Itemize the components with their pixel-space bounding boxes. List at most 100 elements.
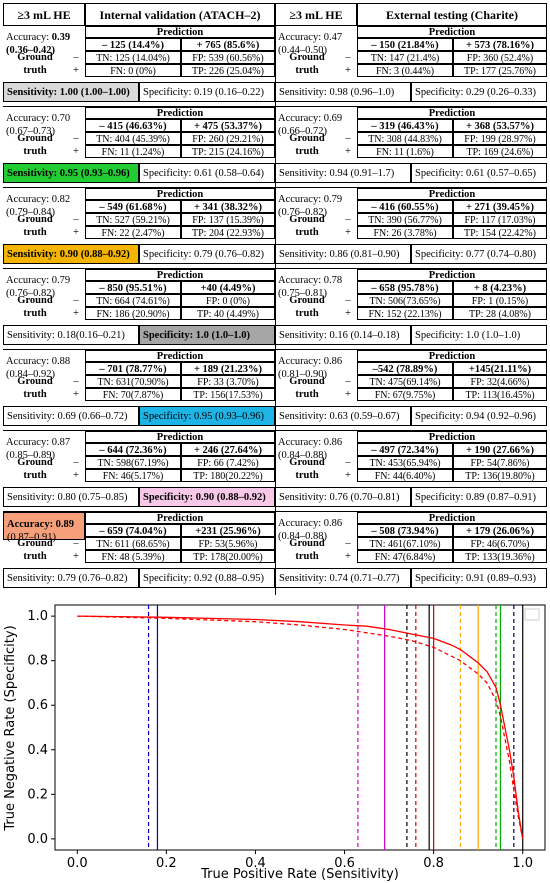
- accuracy-label: Accuracy: 0.47: [278, 32, 343, 43]
- accuracy-ci: (0.81–0.90): [278, 369, 327, 380]
- y-axis-label: True Negative Rate (Specificity): [3, 625, 18, 831]
- plus-sign: +: [345, 146, 351, 157]
- sensitivity-cell: Sensitivity: 0.94 (0.91–1.7): [275, 163, 411, 183]
- accuracy-cell: Accuracy: 0.86 (0.84–0.88): [275, 512, 357, 568]
- prediction-header: Prediction: [357, 350, 547, 362]
- false-positive: FP: 260 (29.21%): [181, 132, 275, 145]
- minus-sign: –: [345, 457, 351, 468]
- specificity-cell: Specificity: 0.95 (0.93–0.96): [139, 406, 275, 426]
- false-positive: FP: 66 (7.42%): [181, 456, 275, 469]
- ground-truth-label: Ground truth: [3, 51, 67, 77]
- y-tick-label: 1.0: [27, 609, 48, 624]
- predicted-negative: – 497 (72.34%): [357, 443, 453, 456]
- accuracy-label: Accuracy: 0.88: [6, 356, 71, 367]
- predicted-negative: – 508 (73.94%): [357, 524, 453, 537]
- prediction-header: Prediction: [357, 107, 547, 119]
- prediction-header: Prediction: [85, 512, 275, 524]
- predicted-positive: + 246 (27.64%): [181, 443, 275, 456]
- accuracy-label: Accuracy: 0.89: [7, 519, 75, 530]
- accuracy-ci: (0.79–0.84): [6, 207, 55, 218]
- ground-truth-label: Ground truth: [275, 294, 339, 320]
- accuracy-label: Accuracy:: [6, 32, 50, 43]
- true-negative: TN: 390 (56.77%): [357, 213, 453, 226]
- false-positive: FP: 539 (60.56%): [181, 51, 275, 64]
- metrics-row: Sensitivity: 0.95 (0.93–0.96) Specificity…: [3, 163, 275, 183]
- accuracy-ci: (0.84–0.88): [278, 450, 327, 461]
- confusion-matrix: Prediction – 416 (60.55%) + 271 (39.45%) TN…: [357, 188, 547, 244]
- true-positive: TP: 40 (4.49%): [181, 307, 275, 320]
- plus-sign: +: [73, 470, 79, 481]
- accuracy-label: Accuracy: 0.79: [278, 194, 343, 205]
- internal-block: Accuracy: 0.79 (0.76–0.82) Ground truth – + Pr…: [3, 269, 275, 349]
- true-positive: TP: 215 (24.16%): [181, 145, 275, 158]
- prediction-header: Prediction: [85, 431, 275, 443]
- x-tick-label: 1.0: [512, 856, 533, 871]
- accuracy-cell: Accuracy: 0.70 (0.67–0.73): [3, 107, 85, 163]
- internal-block: Accuracy: 0.88 (0.84–0.92) Ground truth – + Pr…: [3, 350, 275, 430]
- false-positive: FP: 137 (15.39%): [181, 213, 275, 226]
- predicted-positive: +231 (25.96%): [181, 524, 275, 537]
- ground-truth-label: Ground truth: [275, 51, 339, 77]
- predicted-positive: + 190 (27.66%): [453, 443, 547, 456]
- x-ticks: 0.0 0.2 0.4 0.6 0.8 1.0: [67, 850, 533, 871]
- x-tick-label: 0.6: [334, 856, 355, 871]
- true-negative: TN: 631(70.90%): [85, 375, 181, 388]
- plus-sign: +: [73, 65, 79, 76]
- true-positive: TP: 178(20.00%): [181, 550, 275, 563]
- accuracy-ci: (0.67–0.73): [6, 126, 55, 137]
- minus-sign: –: [345, 295, 351, 306]
- ground-truth-label: Ground truth: [275, 537, 339, 563]
- false-positive: FP: 199 (28.97%): [453, 132, 547, 145]
- sensitivity-cell: Sensitivity: 1.00 (1.00–1.00): [3, 82, 139, 102]
- ground-label: Ground: [17, 214, 53, 225]
- truth-label: truth: [295, 227, 319, 238]
- true-positive: TP: 113(16.45%): [453, 388, 547, 401]
- y-tick-label: 0.4: [27, 743, 48, 758]
- ground-label: Ground: [289, 133, 325, 144]
- false-negative: FN: 70(7.87%): [85, 388, 181, 401]
- true-negative: TN: 461(67.10%): [357, 537, 453, 550]
- ground-truth-label: Ground truth: [3, 213, 67, 239]
- true-negative: TN: 664 (74.61%): [85, 294, 181, 307]
- sensitivity-cell: Sensitivity: 0.76 (0.70–0.81): [275, 487, 411, 507]
- sensitivity-cell: Sensitivity: 0.86 (0.81–0.90): [275, 244, 411, 264]
- specificity-cell: Specificity: 0.92 (0.88–0.95): [139, 568, 275, 588]
- sensitivity-cell: Sensitivity: 0.18(0.16–0.21): [3, 325, 139, 345]
- true-positive: TP: 180(20.22%): [181, 469, 275, 482]
- confusion-matrix: Prediction – 658 (95.78%) + 8 (4.23%) TN: 5…: [357, 269, 547, 325]
- left-threshold-header: ≥3 mL HE: [3, 3, 85, 26]
- specificity-cell: Specificity: 1.0 (1.0–1.0): [411, 325, 547, 345]
- metrics-row: Sensitivity: 0.63 (0.59–0.67) Specificity…: [275, 406, 547, 426]
- accuracy-cell: Accuracy: 0.88 (0.84–0.92): [3, 350, 85, 406]
- truth-label: truth: [23, 389, 47, 400]
- predicted-negative: – 549 (61.68%): [85, 200, 181, 213]
- sensitivity-cell: Sensitivity: 0.98 (0.96–1.0): [275, 82, 411, 102]
- internal-block: Accuracy: 0.39 (0.36–0.42) Ground truth – + Pr…: [3, 26, 275, 106]
- true-positive: TP: 133(19.36%): [453, 550, 547, 563]
- plus-sign: +: [73, 389, 79, 400]
- minus-sign: –: [345, 52, 351, 63]
- false-positive: FP: 54(7.86%): [453, 456, 547, 469]
- specificity-cell: Specificity: 0.19 (0.16–0.22): [139, 82, 275, 102]
- y-tick-label: 0.6: [27, 698, 48, 713]
- prediction-header: Prediction: [357, 26, 547, 38]
- ground-label: Ground: [17, 133, 53, 144]
- predicted-negative: – 319 (46.43%): [357, 119, 453, 132]
- accuracy-label: Accuracy: 0.78: [278, 275, 343, 286]
- truth-label: truth: [295, 65, 319, 76]
- y-tick-label: 0.8: [27, 654, 48, 669]
- predicted-positive: + 475 (53.37%): [181, 119, 275, 132]
- truth-label: truth: [295, 551, 319, 562]
- true-negative: TN: 453(65.94%): [357, 456, 453, 469]
- false-positive: FP: 46(6.70%): [453, 537, 547, 550]
- column-separator: [275, 3, 276, 595]
- true-positive: TP: 226 (25.04%): [181, 64, 275, 77]
- legend-box: [524, 608, 540, 621]
- ground-label: Ground: [289, 52, 325, 63]
- false-negative: FN: 44(6.40%): [357, 469, 453, 482]
- plus-sign: +: [345, 470, 351, 481]
- specificity-cell: Specificity: 0.90 (0.88–0.92): [139, 487, 275, 507]
- external-block: Accuracy: 0.47 (0.44–0.50) Ground truth – + Pr…: [275, 26, 547, 106]
- predicted-positive: + 765 (85.6%): [181, 38, 275, 51]
- ground-truth-label: Ground truth: [275, 375, 339, 401]
